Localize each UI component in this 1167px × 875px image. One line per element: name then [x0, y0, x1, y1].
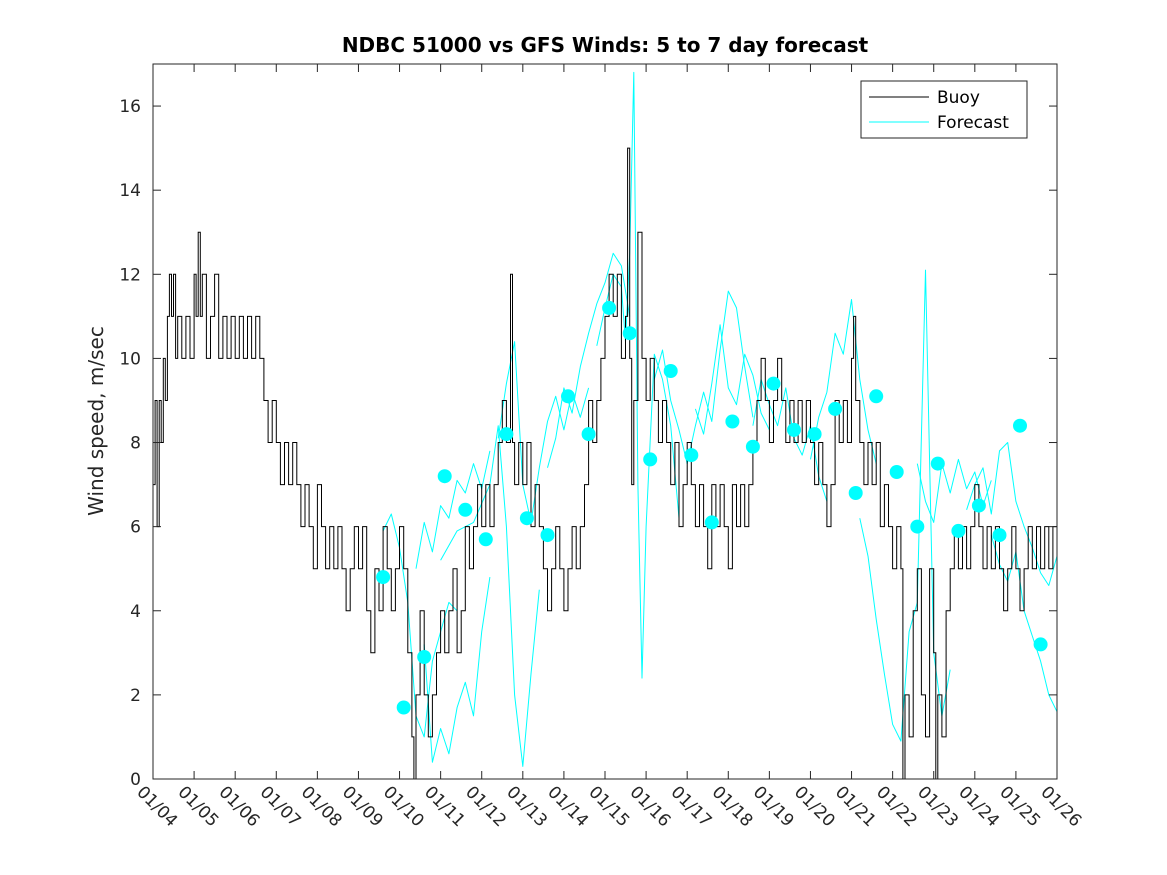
- forecast-marker: [971, 498, 986, 513]
- forecast-marker: [807, 427, 822, 442]
- y-tick-label: 6: [130, 518, 141, 538]
- forecast-marker: [869, 389, 884, 404]
- forecast-line-segment: [415, 450, 491, 569]
- forecast-marker: [848, 486, 863, 500]
- forecast-line-segment: [596, 71, 680, 679]
- y-tick-label: 8: [130, 434, 141, 454]
- forecast-marker: [951, 523, 966, 538]
- chart-title: NDBC 51000 vs GFS Winds: 5 to 7 day fore…: [342, 33, 869, 57]
- forecast-marker: [828, 401, 843, 416]
- forecast-marker: [910, 519, 925, 534]
- forecast-marker: [992, 528, 1007, 543]
- forecast-marker: [458, 502, 473, 517]
- forecast-marker: [930, 456, 945, 471]
- forecast-marker: [1033, 637, 1048, 652]
- y-tick-label: 14: [119, 181, 141, 201]
- forecast-markers: [376, 300, 1048, 715]
- forecast-marker: [787, 422, 801, 437]
- forecast-marker: [1013, 418, 1027, 433]
- forecast-line-segment: [547, 252, 631, 468]
- y-tick-label: 12: [119, 265, 141, 285]
- y-axis-label: Wind speed, m/sec: [84, 326, 108, 516]
- forecast-line-segment: [810, 299, 877, 464]
- forecast-marker: [561, 389, 575, 404]
- buoy-line: [153, 147, 1058, 780]
- y-tick-label: 16: [119, 97, 141, 117]
- forecast-marker: [725, 414, 740, 429]
- forecast-line-segment: [653, 290, 754, 465]
- legend-label-buoy: Buoy: [937, 88, 980, 108]
- forecast-marker: [889, 465, 904, 479]
- y-tick-label: 2: [130, 686, 141, 706]
- legend-box: [860, 80, 1028, 139]
- legend: Buoy Forecast: [860, 80, 1028, 139]
- plot-area: [153, 64, 1057, 779]
- y-tick-label: 4: [130, 602, 141, 622]
- y-axis: 0 2 4 6 8 10 12 14 16: [119, 97, 1057, 790]
- y-tick-label: 10: [119, 349, 141, 369]
- forecast-marker: [622, 326, 637, 341]
- forecast-marker: [581, 427, 596, 442]
- forecast-marker: [437, 469, 452, 484]
- y-tick-label: 0: [130, 770, 141, 790]
- forecast-line-segment: [966, 442, 1058, 586]
- legend-label-forecast: Forecast: [937, 113, 1009, 133]
- forecast-marker: [684, 448, 699, 463]
- forecast-line-segment: [859, 269, 951, 742]
- forecast-line-segment: [423, 577, 491, 763]
- forecast-marker: [602, 300, 617, 315]
- forecast-marker: [519, 511, 534, 526]
- forecast-marker: [478, 532, 493, 547]
- forecast-marker: [417, 650, 432, 664]
- forecast-marker: [499, 427, 514, 442]
- forecast-marker: [540, 528, 555, 543]
- forecast-marker: [663, 364, 678, 378]
- forecast-line-segment: [694, 324, 770, 435]
- forecast-marker: [643, 452, 658, 467]
- forecast-marker: [396, 700, 411, 715]
- forecast-marker: [766, 376, 781, 391]
- buoy-series: [153, 147, 1058, 780]
- forecast-series: [382, 71, 1058, 767]
- forecast-marker: [745, 439, 760, 454]
- forecast-marker: [704, 515, 719, 530]
- forecast-marker: [376, 570, 391, 585]
